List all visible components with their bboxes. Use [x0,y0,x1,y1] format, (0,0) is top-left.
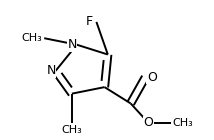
Text: N: N [67,38,77,51]
Text: CH₃: CH₃ [172,118,193,128]
Text: CH₃: CH₃ [62,125,82,135]
Text: N: N [46,64,56,77]
Text: O: O [147,71,157,84]
Text: CH₃: CH₃ [22,33,43,43]
Text: O: O [144,116,153,130]
Text: F: F [86,15,93,28]
